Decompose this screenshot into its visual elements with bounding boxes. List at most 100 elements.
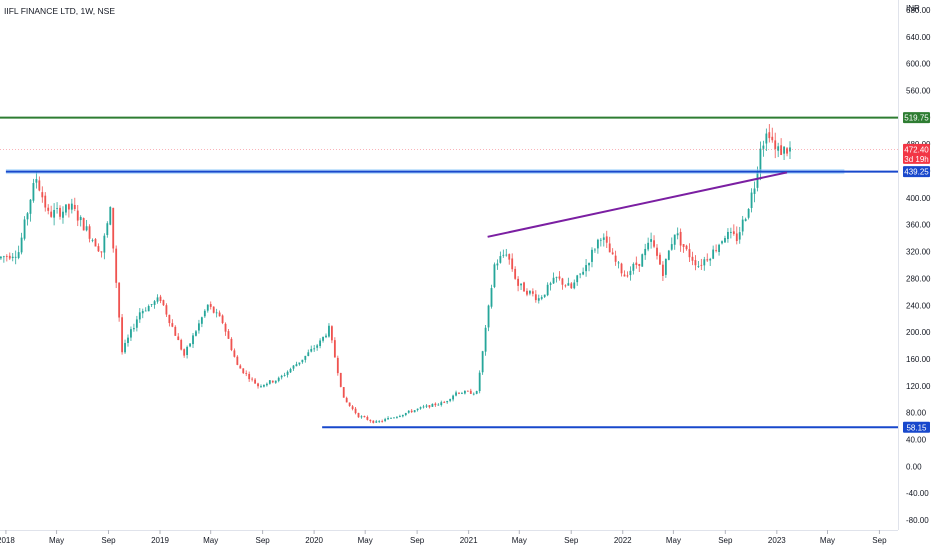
svg-text:439.25: 439.25 [904, 168, 929, 177]
candle [434, 402, 437, 407]
candle [56, 202, 58, 214]
candle [38, 176, 41, 192]
trend-line[interactable] [487, 171, 788, 238]
candle [348, 402, 351, 407]
candle [475, 390, 478, 395]
time-axis[interactable]: 2018 May Sep 2019 May Sep 2020 May Sep 2021 May Sep… [0, 530, 887, 545]
candle [118, 282, 121, 322]
candle [591, 247, 593, 268]
candle [688, 243, 691, 262]
candle [608, 236, 611, 253]
candle [455, 390, 457, 397]
candle [422, 404, 425, 409]
candle [667, 249, 670, 261]
candle [585, 259, 587, 277]
candle [245, 370, 248, 377]
candle [307, 349, 310, 357]
candle [85, 219, 88, 232]
candle [514, 266, 517, 280]
candle [605, 230, 608, 249]
candle [783, 146, 785, 161]
candle [747, 208, 750, 220]
candle [750, 188, 753, 213]
candle [466, 390, 469, 392]
candle [744, 217, 747, 222]
candle [511, 253, 514, 272]
candle [342, 387, 345, 398]
candle [617, 261, 620, 269]
chart-title: IIFL FINANCE LTD, 1W, NSE [4, 6, 115, 16]
candle [458, 392, 460, 395]
candle [549, 281, 552, 291]
candle [218, 310, 221, 317]
x-tick-label: 2019 [151, 536, 169, 545]
candle [552, 272, 555, 285]
candle [372, 420, 375, 424]
x-tick-label: Sep [255, 536, 270, 545]
candle [700, 258, 703, 270]
candle [523, 281, 525, 292]
candle [555, 276, 558, 283]
candle [44, 192, 47, 212]
candle [366, 415, 369, 421]
candle [230, 337, 233, 352]
candle [508, 253, 511, 265]
candle [602, 233, 605, 247]
candle [685, 244, 688, 251]
candle [673, 234, 676, 250]
candle [440, 400, 443, 407]
candle [626, 271, 629, 278]
candle [11, 253, 14, 262]
candle [227, 328, 230, 340]
candle [463, 390, 466, 395]
candle [416, 408, 419, 412]
candle [248, 371, 251, 382]
candle [153, 300, 156, 309]
candle [130, 326, 132, 342]
candle [611, 248, 614, 255]
candle [404, 412, 407, 417]
candle [144, 307, 147, 312]
candle [401, 414, 404, 418]
candle [47, 204, 50, 215]
candle [339, 372, 342, 388]
x-tick-label: May [820, 536, 835, 545]
candle [292, 364, 295, 371]
candle [425, 404, 428, 408]
candle [328, 323, 330, 338]
candle [724, 235, 726, 243]
candle [76, 205, 79, 227]
candle [325, 333, 327, 339]
candle [531, 288, 534, 297]
candle [774, 132, 777, 159]
candle [780, 138, 783, 156]
candle [691, 251, 694, 266]
y-tick-label: 360.00 [906, 221, 931, 230]
candle [29, 199, 32, 222]
candle [109, 206, 112, 226]
x-tick-label: 2018 [0, 536, 15, 545]
y-tick-label: 240.00 [906, 301, 931, 310]
candle [487, 304, 490, 332]
x-tick-label: May [666, 536, 681, 545]
candle [260, 384, 262, 388]
candle [679, 228, 682, 252]
candle [209, 301, 212, 310]
candle [265, 382, 268, 387]
candle [564, 284, 567, 288]
candle [174, 325, 177, 336]
candle [336, 355, 339, 376]
candle [124, 339, 126, 354]
countdown-label: 3d 19h [904, 155, 928, 164]
candle [50, 205, 53, 218]
svg-text:58.15: 58.15 [906, 423, 927, 432]
candle [369, 419, 372, 423]
y-tick-label: 120.00 [906, 382, 931, 391]
candle [94, 237, 97, 247]
candle [286, 370, 289, 378]
candle [35, 172, 38, 189]
